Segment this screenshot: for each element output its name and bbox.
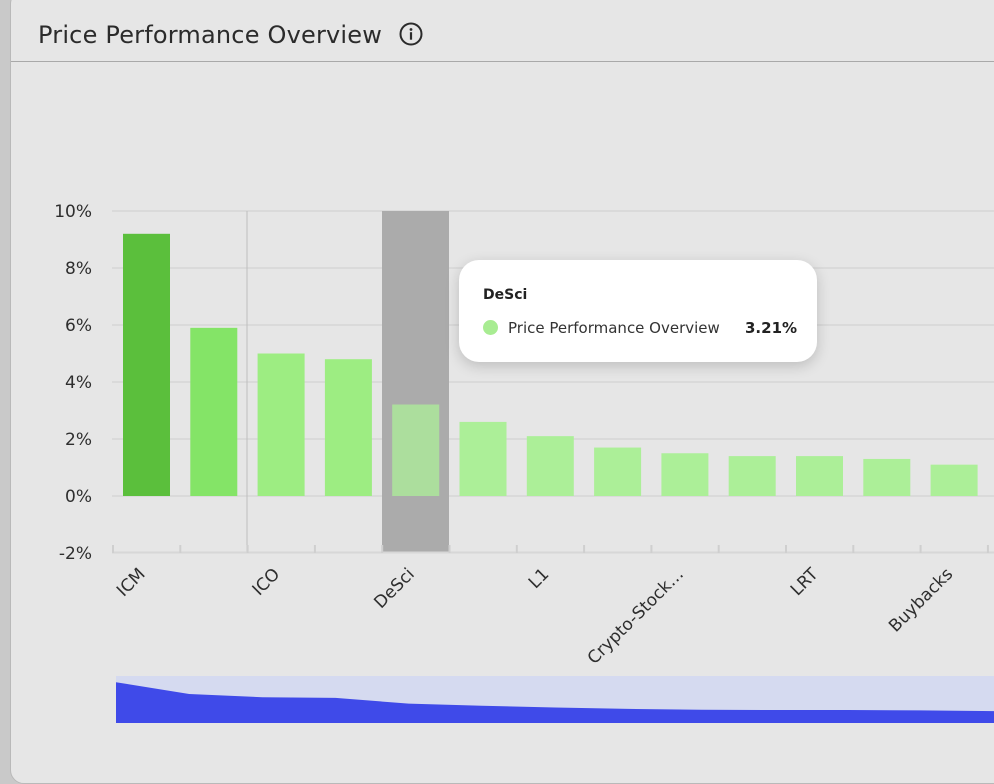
bar: [123, 233, 170, 497]
y-tick-label: 4%: [65, 373, 92, 393]
y-tick-label: 10%: [54, 202, 92, 222]
bar: [728, 456, 776, 496]
tooltip-value: 3.21%: [745, 319, 798, 337]
x-tick-label: LRT: [787, 564, 823, 600]
y-tick-label: 2%: [65, 430, 92, 450]
bar: [661, 453, 709, 496]
bar: [324, 359, 372, 496]
bar: [594, 447, 642, 496]
bar: [459, 421, 507, 496]
tooltip-series-dot: [483, 320, 498, 335]
x-tick-label: DeSci: [370, 564, 418, 612]
bar: [796, 456, 843, 496]
x-tick-label: L1: [525, 564, 553, 592]
chart-tooltip: DeSci Price Performance Overview 3.21%: [459, 260, 817, 362]
y-tick-label: 0%: [65, 487, 92, 507]
card-header: Price Performance Overview: [11, 1, 994, 62]
bar: [392, 404, 440, 496]
navigator-area: [116, 682, 994, 723]
card-title: Price Performance Overview: [38, 21, 383, 49]
bar: [863, 458, 911, 496]
x-tick-label: ICM: [113, 564, 149, 600]
x-tick-label: ICO: [249, 564, 285, 600]
bar: [930, 464, 978, 496]
tooltip-series-name: Price Performance Overview: [508, 319, 720, 337]
bar: [190, 327, 238, 496]
y-tick-label: 8%: [65, 259, 92, 279]
bar: [526, 436, 574, 496]
y-tick-label: -2%: [59, 544, 92, 564]
chart-card: Price Performance Overview: [10, 0, 994, 784]
tooltip-category: DeSci: [483, 287, 528, 303]
info-icon[interactable]: [399, 22, 423, 46]
x-tick-label: Buybacks: [885, 564, 957, 636]
bar: [257, 353, 305, 496]
hover-highlight-band: [382, 211, 449, 553]
x-tick-label: Crypto-Stock…: [584, 564, 688, 668]
y-tick-label: 6%: [65, 316, 92, 336]
